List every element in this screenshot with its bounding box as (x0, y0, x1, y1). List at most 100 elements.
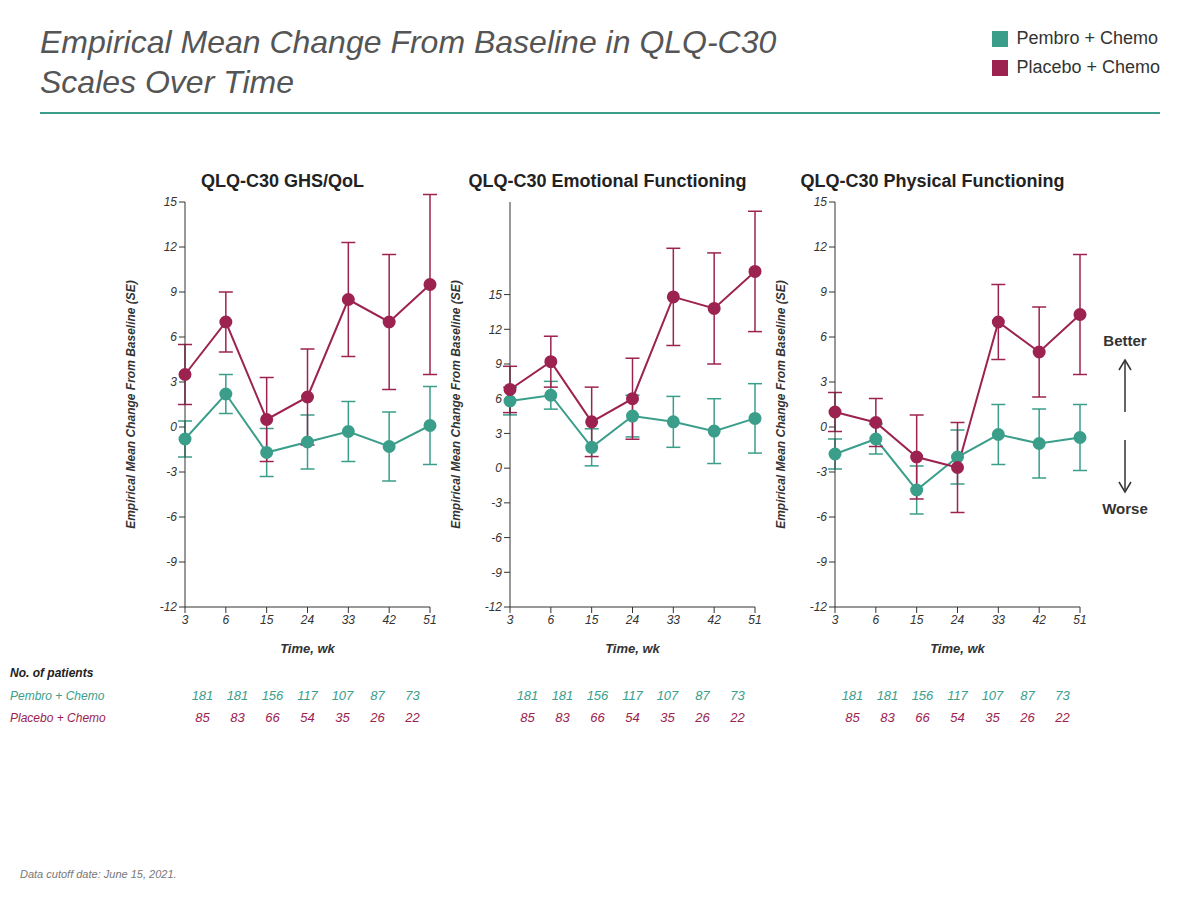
html-text:54: 54 (300, 710, 315, 725)
svg-text:Time, wk: Time, wk (930, 641, 985, 656)
html-text:181: 181 (516, 688, 539, 703)
svg-text:Empirical Mean Change From Bas: Empirical Mean Change From Baseline (SE) (774, 280, 788, 529)
html-text:107: 107 (656, 688, 679, 703)
svg-text:-6: -6 (166, 510, 177, 524)
svg-text:3: 3 (182, 613, 189, 627)
svg-text:-12: -12 (485, 600, 503, 614)
svg-text:6: 6 (872, 613, 879, 627)
svg-text:-3: -3 (491, 496, 502, 510)
html-text:Better: Better (1103, 332, 1147, 349)
html-text:85: 85 (195, 710, 210, 725)
html-text:117: 117 (297, 688, 318, 703)
html-text:83: 83 (230, 710, 245, 725)
svg-text:3: 3 (495, 427, 502, 441)
svg-text:Empirical Mean Change From Bas: Empirical Mean Change From Baseline (SE) (449, 280, 463, 529)
html-text:26: 26 (695, 710, 710, 725)
svg-text:Empirical Mean Change From Bas: Empirical Mean Change From Baseline (SE) (124, 280, 138, 529)
svg-text:-3: -3 (816, 465, 827, 479)
svg-text:51: 51 (423, 613, 436, 627)
svg-text:24: 24 (950, 613, 965, 627)
html-text:156: 156 (911, 688, 934, 703)
svg-text:9: 9 (820, 285, 827, 299)
html-text:181: 181 (191, 688, 214, 703)
svg-text:15: 15 (910, 613, 924, 627)
html-text:35: 35 (660, 710, 675, 725)
html-text:83: 83 (555, 710, 570, 725)
svg-text:6: 6 (170, 330, 177, 344)
svg-text:0: 0 (495, 461, 502, 475)
html-text:54: 54 (625, 710, 640, 725)
html-text:117: 117 (622, 688, 643, 703)
svg-text:15: 15 (814, 195, 828, 209)
html-text:107: 107 (331, 688, 354, 703)
svg-text:33: 33 (992, 613, 1006, 627)
html-text:117: 117 (947, 688, 968, 703)
svg-text:33: 33 (342, 613, 356, 627)
svg-text:42: 42 (707, 613, 721, 627)
svg-text:9: 9 (495, 357, 502, 371)
html-text:181: 181 (226, 688, 249, 703)
svg-text:24: 24 (300, 613, 315, 627)
html-text:85: 85 (520, 710, 535, 725)
svg-text:33: 33 (667, 613, 681, 627)
html-text:QLQ-C30 GHS/QoL: QLQ-C30 GHS/QoL (201, 171, 364, 191)
html-text:73: 73 (405, 688, 420, 703)
html-text:181: 181 (841, 688, 864, 703)
html-text:Worse: Worse (1102, 500, 1148, 517)
html-text:87: 87 (1020, 688, 1035, 703)
html-text:26: 26 (370, 710, 385, 725)
svg-text:-9: -9 (491, 566, 502, 580)
svg-text:15: 15 (164, 195, 178, 209)
html-text:66: 66 (265, 710, 280, 725)
svg-text:-6: -6 (491, 531, 502, 545)
svg-text:12: 12 (489, 323, 503, 337)
svg-text:Time, wk: Time, wk (280, 641, 335, 656)
svg-text:15: 15 (585, 613, 599, 627)
svg-text:12: 12 (814, 240, 828, 254)
html-text:73: 73 (1055, 688, 1070, 703)
svg-text:6: 6 (222, 613, 229, 627)
svg-text:3: 3 (832, 613, 839, 627)
svg-text:6: 6 (495, 392, 502, 406)
svg-text:-6: -6 (816, 510, 827, 524)
svg-text:-3: -3 (166, 465, 177, 479)
html-text:156: 156 (586, 688, 609, 703)
html-text:QLQ-C30 Physical Functioning: QLQ-C30 Physical Functioning (800, 171, 1065, 191)
svg-text:6: 6 (547, 613, 554, 627)
svg-text:24: 24 (625, 613, 640, 627)
svg-text:51: 51 (1073, 613, 1086, 627)
svg-text:15: 15 (489, 288, 503, 302)
svg-text:-9: -9 (816, 555, 827, 569)
html-text:181: 181 (551, 688, 574, 703)
svg-text:-12: -12 (810, 600, 828, 614)
svg-text:3: 3 (507, 613, 514, 627)
svg-text:0: 0 (170, 420, 177, 434)
html-text:Placebo + Chemo: Placebo + Chemo (1016, 57, 1160, 77)
svg-text:-9: -9 (166, 555, 177, 569)
html-text:73: 73 (730, 688, 745, 703)
html-text:22: 22 (405, 710, 420, 725)
html-text:181: 181 (876, 688, 899, 703)
svg-text:3: 3 (170, 375, 177, 389)
html-text:87: 87 (695, 688, 710, 703)
html-text:35: 35 (335, 710, 350, 725)
html-text:87: 87 (370, 688, 385, 703)
svg-text:15: 15 (260, 613, 274, 627)
svg-text:42: 42 (382, 613, 396, 627)
svg-text:0: 0 (820, 420, 827, 434)
svg-text:12: 12 (164, 240, 178, 254)
svg-text:6: 6 (820, 330, 827, 344)
svg-text:51: 51 (748, 613, 761, 627)
html-text:107: 107 (981, 688, 1004, 703)
svg-text:9: 9 (170, 285, 177, 299)
html-text:Pembro + Chemo: Pembro + Chemo (1016, 28, 1158, 48)
html-text:22: 22 (730, 710, 745, 725)
svg-text:42: 42 (1032, 613, 1046, 627)
svg-text:3: 3 (820, 375, 827, 389)
svg-text:-12: -12 (160, 600, 178, 614)
html-text:Empirical Mean Change From Bas: Empirical Mean Change From Baseline in Q… (40, 24, 777, 100)
html-text:66: 66 (590, 710, 605, 725)
svg-text:Time, wk: Time, wk (605, 641, 660, 656)
html-text:QLQ-C30 Emotional Functioning: QLQ-C30 Emotional Functioning (468, 171, 747, 191)
html-text:156: 156 (261, 688, 284, 703)
